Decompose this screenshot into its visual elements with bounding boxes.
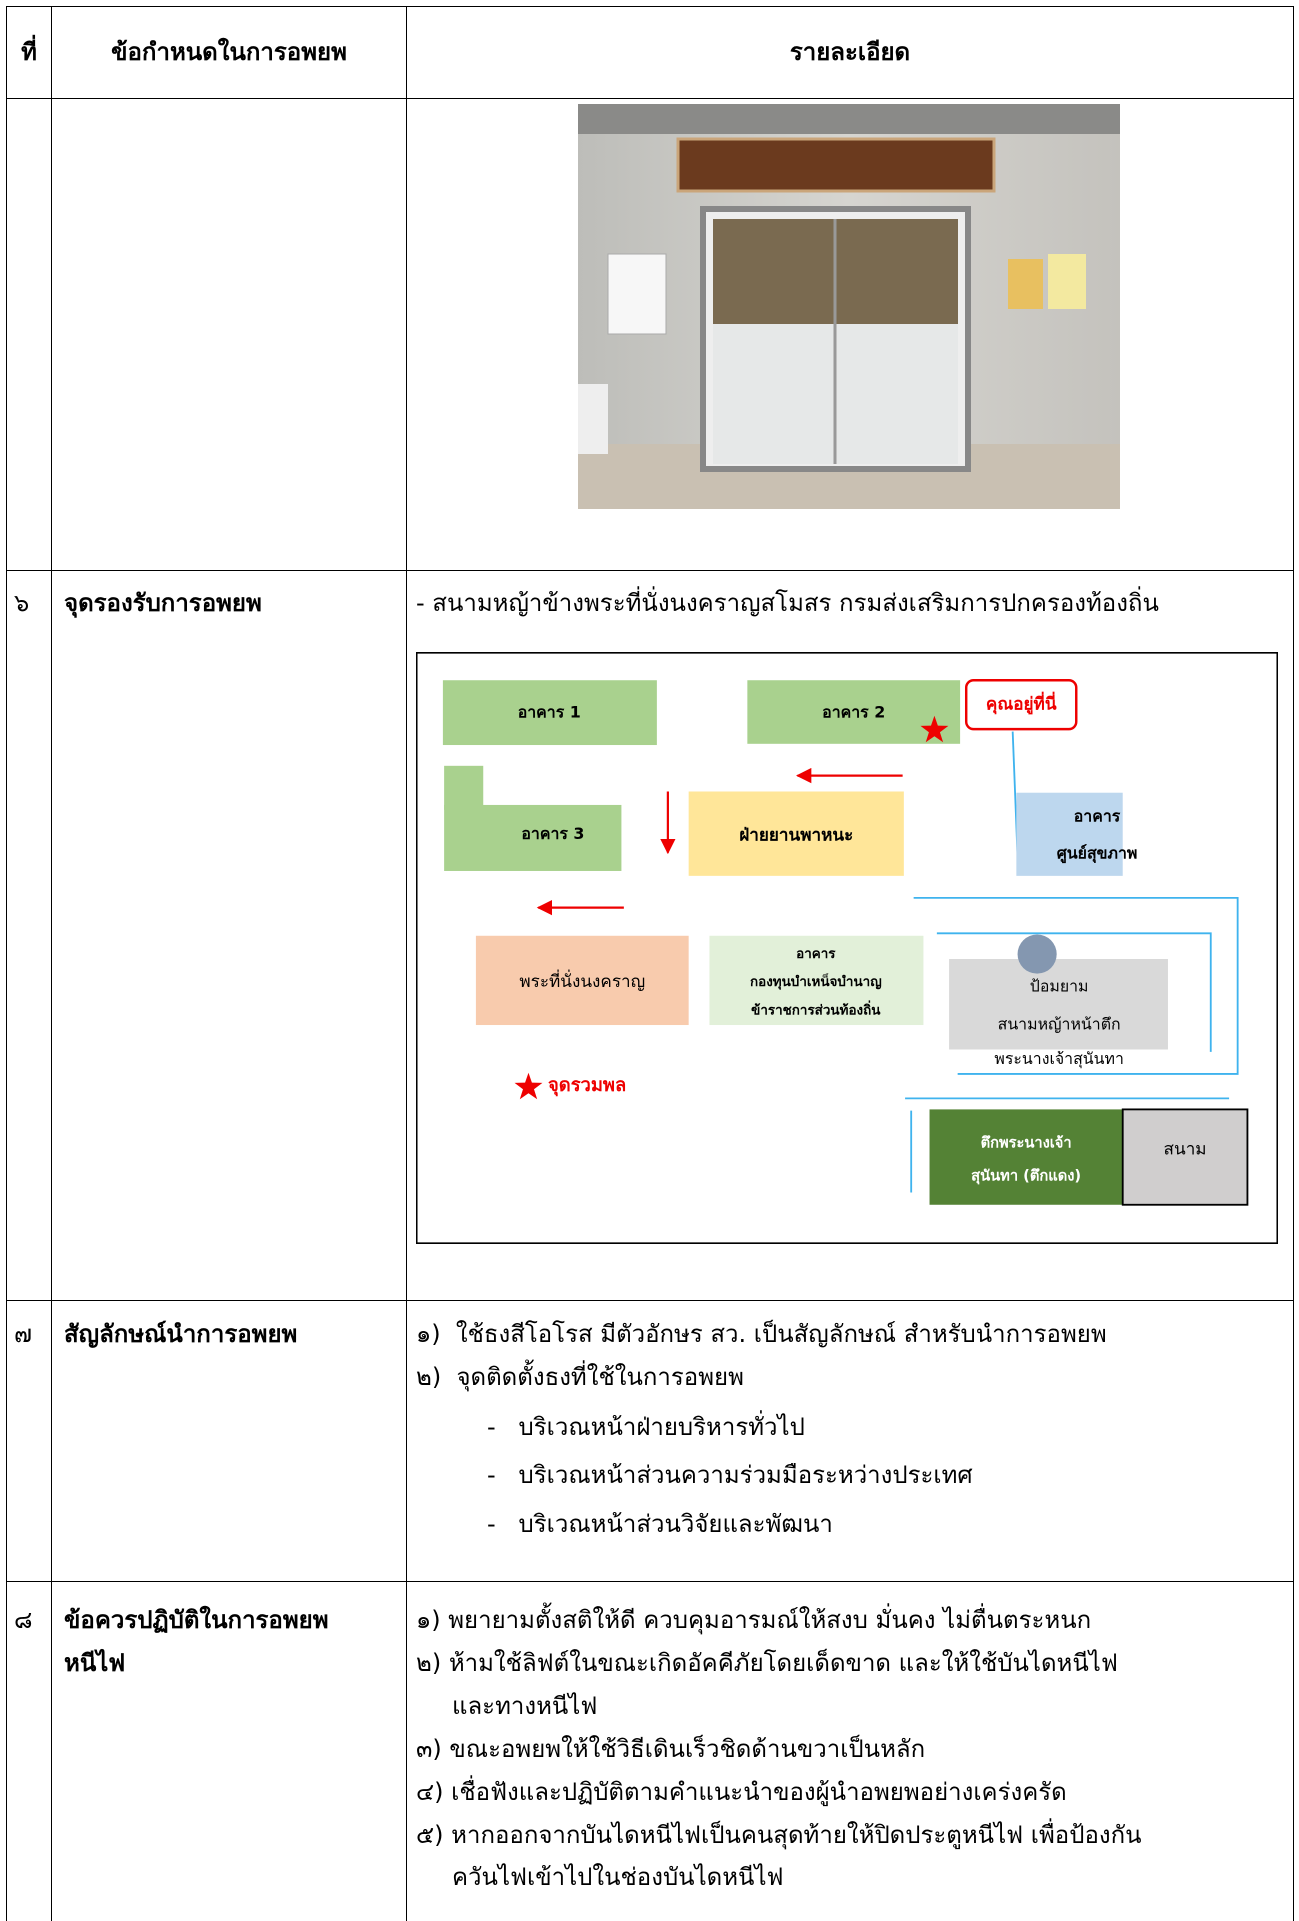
border [6, 98, 1294, 99]
evacuation-map: อาคาร 1 อาคาร 2 คุณอยู่ที่นี่ อาคาร 3 ฝ่… [416, 652, 1278, 1244]
map-label: สนามหญ้าหน้าตึก [998, 1015, 1121, 1034]
list-item: ๓) ขณะอพยพให้ใช้วิธีเดินเร็วชิดด้านขวาเป… [416, 1735, 926, 1763]
list-item: ๒) จุดติดตั้งธงที่ใช้ในการอพยพ [416, 1363, 744, 1391]
map-label: อาคาร 3 [521, 824, 584, 843]
map-label: ฝ่ายยานพาหนะ [739, 826, 853, 846]
row-number: ๗ [14, 1320, 33, 1348]
sub-item: - บริเวณหน้าฝ่ายบริหารทั่วไป [487, 1413, 805, 1441]
map-label: คุณอยู่ที่นี่ [986, 692, 1057, 716]
map-label: สนาม [1164, 1140, 1207, 1160]
list-item: ๔) เชื่อฟังและปฏิบัติตามคำแนะนำของผู้นำอ… [416, 1778, 1067, 1806]
map-label: พระนางเจ้าสุนันทา [994, 1049, 1123, 1069]
office-photo [578, 104, 1120, 509]
row-topic: จุดรองรับการอพยพ [64, 589, 262, 617]
row-number: ๖ [14, 589, 30, 617]
list-item: ๑) พยายามตั้งสติให้ดี ควบคุมอารมณ์ให้สงบ… [416, 1606, 1092, 1634]
border [6, 570, 1294, 571]
header-cell: รายละเอียด [789, 38, 911, 66]
list-item: ๑) ใช้ธงสีโอโรส มีตัวอักษร สว. เป็นสัญลั… [416, 1320, 1107, 1348]
row-topic: สัญลักษณ์นำการอพยพ [64, 1320, 298, 1348]
border [51, 6, 52, 1921]
row-detail: - สนามหญ้าข้างพระที่นั่งนงคราญสโมสร กรมส… [416, 589, 1159, 617]
border [6, 1300, 1294, 1301]
map-label: ป้อมยาม [1030, 977, 1089, 996]
border [1293, 6, 1294, 1921]
sub-item: - บริเวณหน้าส่วนความร่วมมือระหว่างประเทศ [487, 1461, 973, 1489]
row-number: ๘ [14, 1606, 33, 1634]
map-label: สุนันทา (ตึกแดง) [971, 1168, 1081, 1185]
list-item: ๕) หากออกจากบันไดหนีไฟเป็นคนสุดท้ายให้ปิ… [416, 1821, 1142, 1849]
map-label: กองทุนบำเหน็จบำนาญ [750, 972, 882, 990]
list-item: ควันไฟเข้าไปในช่องบันไดหนีไฟ [452, 1863, 784, 1891]
list-item: และทางหนีไฟ [452, 1692, 598, 1720]
list-item: ๒) ห้ามใช้ลิฟต์ในขณะเกิดอัคคีภัยโดยเด็ดข… [416, 1649, 1118, 1677]
map-label: ข้าราชการส่วนท้องถิ่น [751, 999, 881, 1018]
header-cell: ข้อกำหนดในการอพยพ [111, 38, 347, 66]
map-label: อาคาร [796, 947, 836, 962]
row-topic: หนีไฟ [64, 1649, 126, 1677]
map-label: ศูนย์สุขภาพ [1057, 843, 1138, 864]
map-label: อาคาร 2 [822, 703, 885, 722]
map-label: ตึกพระนางเจ้า [981, 1135, 1072, 1152]
border [6, 6, 7, 1921]
map-label: พระที่นั่งนงคราญ [519, 969, 645, 992]
border [6, 1581, 1294, 1582]
map-label: อาคาร [1074, 807, 1121, 826]
row-topic: ข้อควรปฏิบัติในการอพยพ [64, 1606, 329, 1634]
border [406, 6, 407, 1921]
sub-item: - บริเวณหน้าส่วนวิจัยและพัฒนา [487, 1510, 833, 1538]
map-label: อาคาร 1 [518, 703, 581, 722]
header-cell: ที่ [21, 38, 37, 66]
border [6, 6, 1294, 7]
map-label: จุดรวมพล [548, 1075, 626, 1097]
